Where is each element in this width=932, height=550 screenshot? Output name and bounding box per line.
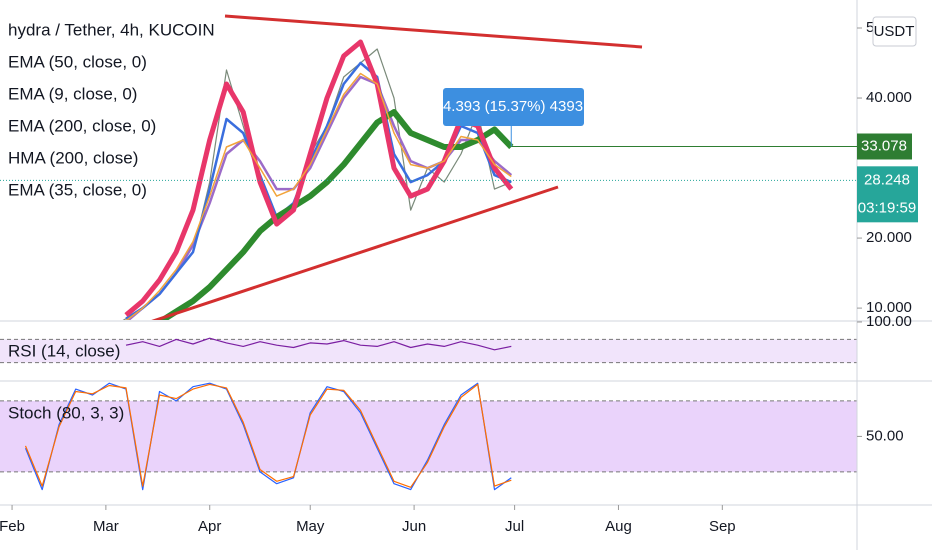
series-line	[125, 337, 512, 351]
series-line	[24, 383, 512, 488]
series-line	[157, 109, 514, 320]
pane-series	[122, 39, 514, 320]
x-tick-label: Feb	[0, 518, 25, 535]
series-line	[24, 382, 512, 491]
legend-entry: EMA (50, close, 0)	[8, 52, 147, 71]
y-tick-label: 20.000	[866, 229, 912, 246]
legend-entry: EMA (9, close, 0)	[8, 84, 137, 103]
trendlines	[151, 14, 643, 320]
overlay: 50.00040.00020.00010.000100.0050.00FebMa…	[0, 16, 918, 535]
legend-entry: HMA (200, close)	[8, 148, 138, 167]
currency-box	[872, 16, 917, 47]
legend-entry: EMA (200, close, 0)	[8, 116, 156, 135]
pane-series	[24, 382, 512, 491]
target-label: 33.078	[861, 137, 907, 154]
last-price-box	[857, 166, 918, 223]
x-tick-label: Jul	[505, 518, 524, 535]
target-box	[857, 133, 912, 160]
series-line	[124, 39, 514, 318]
series-line	[125, 72, 512, 320]
x-tick-label: Jun	[402, 518, 426, 535]
x-tick-label: May	[296, 518, 325, 535]
pane-label: RSI (14, close)	[8, 341, 120, 360]
x-tick-label: Sep	[709, 518, 736, 535]
y-tick-label: 10.000	[866, 299, 912, 316]
y-tick-label: 100.00	[866, 313, 912, 330]
x-tick-label: Aug	[605, 518, 632, 535]
band	[0, 339, 857, 363]
pane-series	[125, 337, 512, 351]
trendline	[224, 14, 643, 49]
x-tick-label: Apr	[198, 518, 221, 535]
trendline	[151, 185, 559, 320]
legend-entry: EMA (35, close, 0)	[8, 180, 147, 199]
y-tick-label: 50.00	[866, 427, 904, 444]
last-price-label: 28.248	[864, 171, 910, 188]
pane-label: Stoch (80, 3, 3)	[8, 403, 124, 422]
measure-label: 4.393 (15.37%) 4393	[443, 98, 583, 115]
chart-title: hydra / Tether, 4h, KUCOIN	[8, 20, 215, 39]
countdown: 03:19:59	[858, 199, 916, 216]
layers	[0, 39, 857, 491]
measure-box	[443, 88, 584, 126]
x-tick-label: Mar	[93, 518, 119, 535]
y-tick-label: 40.000	[866, 89, 912, 106]
currency: USDT	[874, 23, 915, 40]
